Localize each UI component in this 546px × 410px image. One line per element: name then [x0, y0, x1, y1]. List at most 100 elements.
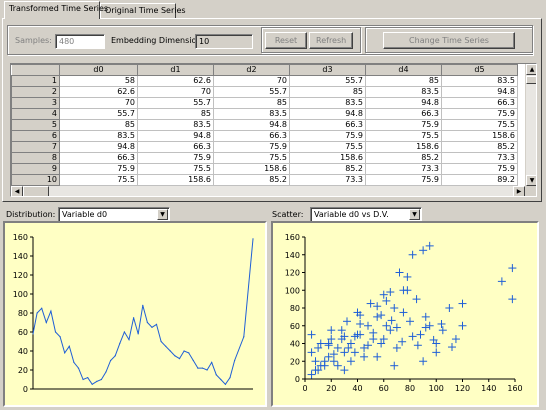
table-cell[interactable]: 85 — [289, 86, 366, 98]
table-cell[interactable]: 85 — [213, 97, 290, 109]
dropdown-arrow-icon[interactable]: ▼ — [157, 209, 168, 220]
table-cell[interactable]: 158.6 — [137, 174, 214, 186]
row-header[interactable]: 8 — [11, 152, 60, 164]
table-cell[interactable]: 75.9 — [59, 163, 138, 175]
table-row[interactable]: 1 58 62.6 70 55.7 85 83.5 — [11, 75, 518, 87]
row-header[interactable]: 10 — [11, 174, 60, 186]
table-cell[interactable]: 85 — [59, 119, 138, 131]
table-cell[interactable]: 66.3 — [365, 108, 442, 120]
table-cell[interactable]: 75.5 — [213, 152, 290, 164]
column-header[interactable]: d1 — [137, 64, 214, 76]
row-header[interactable]: 7 — [11, 141, 60, 153]
table-cell[interactable]: 158.6 — [365, 141, 442, 153]
table-cell[interactable]: 94.8 — [59, 141, 138, 153]
table-cell[interactable]: 83.5 — [59, 130, 138, 142]
horizontal-scrollbar[interactable]: ◀ ▶ — [11, 186, 525, 196]
row-header[interactable]: 5 — [11, 119, 60, 131]
row-header[interactable]: 6 — [11, 130, 60, 142]
table-cell[interactable]: 73.3 — [441, 152, 518, 164]
table-cell[interactable]: 85.2 — [289, 163, 366, 175]
table-row[interactable]: 5 85 83.5 94.8 66.3 75.9 75.5 — [11, 119, 518, 131]
table-cell[interactable]: 73.3 — [289, 174, 366, 186]
table-row[interactable]: 10 75.5 158.6 85.2 73.3 75.9 89.2 — [11, 174, 518, 186]
table-cell[interactable]: 75.9 — [213, 141, 290, 153]
row-header[interactable]: 1 — [11, 75, 60, 87]
column-header[interactable]: d2 — [213, 64, 290, 76]
row-header[interactable]: 3 — [11, 97, 60, 109]
table-cell[interactable]: 66.3 — [213, 130, 290, 142]
table-row[interactable]: 9 75.9 75.5 158.6 85.2 73.3 75.9 — [11, 163, 518, 175]
table-cell[interactable]: 85.2 — [213, 174, 290, 186]
table-cell[interactable]: 158.6 — [213, 163, 290, 175]
reset-button[interactable]: Reset — [265, 32, 307, 49]
vertical-scrollbar[interactable]: ▲ ▼ — [525, 64, 536, 186]
table-cell[interactable]: 94.8 — [441, 86, 518, 98]
table-cell[interactable]: 75.5 — [289, 141, 366, 153]
table-row[interactable]: 2 62.6 70 55.7 85 83.5 94.8 — [11, 86, 518, 98]
table-row[interactable]: 8 66.3 75.9 75.5 158.6 85.2 73.3 — [11, 152, 518, 164]
data-grid[interactable]: d0 d1 d2 d3 d4 d5 1 58 62.6 70 55.7 85 83.5 2 62… — [10, 63, 537, 197]
horizontal-scroll-thumb[interactable] — [23, 186, 49, 196]
table-cell[interactable]: 94.8 — [365, 97, 442, 109]
distribution-select[interactable]: Variable d0 ▼ — [58, 207, 170, 222]
tab-original-time-series[interactable]: Original Time Series — [100, 3, 186, 18]
refresh-button[interactable]: Refresh — [309, 32, 353, 49]
dropdown-arrow-icon[interactable]: ▼ — [409, 209, 420, 220]
table-cell[interactable]: 94.8 — [213, 119, 290, 131]
table-row[interactable]: 4 55.7 85 83.5 94.8 66.3 75.9 — [11, 108, 518, 120]
table-cell[interactable]: 94.8 — [137, 130, 214, 142]
samples-input[interactable]: 480 — [55, 34, 105, 49]
table-row[interactable]: 6 83.5 94.8 66.3 75.9 75.5 158.6 — [11, 130, 518, 142]
table-cell[interactable]: 58 — [59, 75, 138, 87]
table-cell[interactable]: 83.5 — [137, 119, 214, 131]
table-row[interactable]: 3 70 55.7 85 83.5 94.8 66.3 — [11, 97, 518, 109]
table-cell[interactable]: 75.9 — [441, 108, 518, 120]
table-cell[interactable]: 158.6 — [441, 130, 518, 142]
column-header[interactable]: d0 — [59, 64, 138, 76]
table-cell[interactable]: 75.9 — [289, 130, 366, 142]
table-cell[interactable]: 85.2 — [441, 141, 518, 153]
scroll-up-arrow-icon[interactable]: ▲ — [526, 64, 536, 75]
table-cell[interactable]: 75.5 — [441, 119, 518, 131]
table-cell[interactable]: 66.3 — [441, 97, 518, 109]
table-cell[interactable]: 75.5 — [59, 174, 138, 186]
table-cell[interactable]: 85 — [365, 75, 442, 87]
table-cell[interactable]: 55.7 — [213, 86, 290, 98]
table-cell[interactable]: 70 — [213, 75, 290, 87]
table-cell[interactable]: 83.5 — [289, 97, 366, 109]
change-time-series-button[interactable]: Change Time Series — [383, 32, 515, 49]
table-cell[interactable]: 55.7 — [59, 108, 138, 120]
column-header[interactable]: d5 — [441, 64, 518, 76]
table-cell[interactable]: 75.9 — [137, 152, 214, 164]
column-header[interactable]: d4 — [365, 64, 442, 76]
table-cell[interactable]: 75.9 — [441, 163, 518, 175]
table-cell[interactable]: 94.8 — [289, 108, 366, 120]
table-cell[interactable]: 75.9 — [365, 174, 442, 186]
table-cell[interactable]: 62.6 — [137, 75, 214, 87]
vertical-scroll-thumb[interactable] — [526, 76, 536, 84]
table-cell[interactable]: 66.3 — [289, 119, 366, 131]
scroll-right-arrow-icon[interactable]: ▶ — [513, 186, 525, 196]
table-cell[interactable]: 83.5 — [365, 86, 442, 98]
table-cell[interactable]: 55.7 — [289, 75, 366, 87]
scroll-left-arrow-icon[interactable]: ◀ — [11, 186, 23, 196]
table-cell[interactable]: 70 — [137, 86, 214, 98]
table-cell[interactable]: 89.2 — [441, 174, 518, 186]
table-cell[interactable]: 158.6 — [289, 152, 366, 164]
table-cell[interactable]: 85 — [137, 108, 214, 120]
embedding-dimension-field[interactable]: 10 — [195, 34, 253, 49]
table-cell[interactable]: 70 — [59, 97, 138, 109]
table-cell[interactable]: 62.6 — [59, 86, 138, 98]
row-header[interactable]: 9 — [11, 163, 60, 175]
table-cell[interactable]: 83.5 — [213, 108, 290, 120]
table-cell[interactable]: 83.5 — [441, 75, 518, 87]
scroll-down-arrow-icon[interactable]: ▼ — [526, 175, 536, 186]
row-header[interactable]: 2 — [11, 86, 60, 98]
table-cell[interactable]: 75.5 — [365, 130, 442, 142]
scatter-select[interactable]: Variable d0 vs D.V. ▼ — [310, 207, 422, 222]
column-header[interactable]: d3 — [289, 64, 366, 76]
table-row[interactable]: 7 94.8 66.3 75.9 75.5 158.6 85.2 — [11, 141, 518, 153]
table-cell[interactable]: 75.5 — [137, 163, 214, 175]
table-cell[interactable]: 66.3 — [59, 152, 138, 164]
row-header[interactable]: 4 — [11, 108, 60, 120]
